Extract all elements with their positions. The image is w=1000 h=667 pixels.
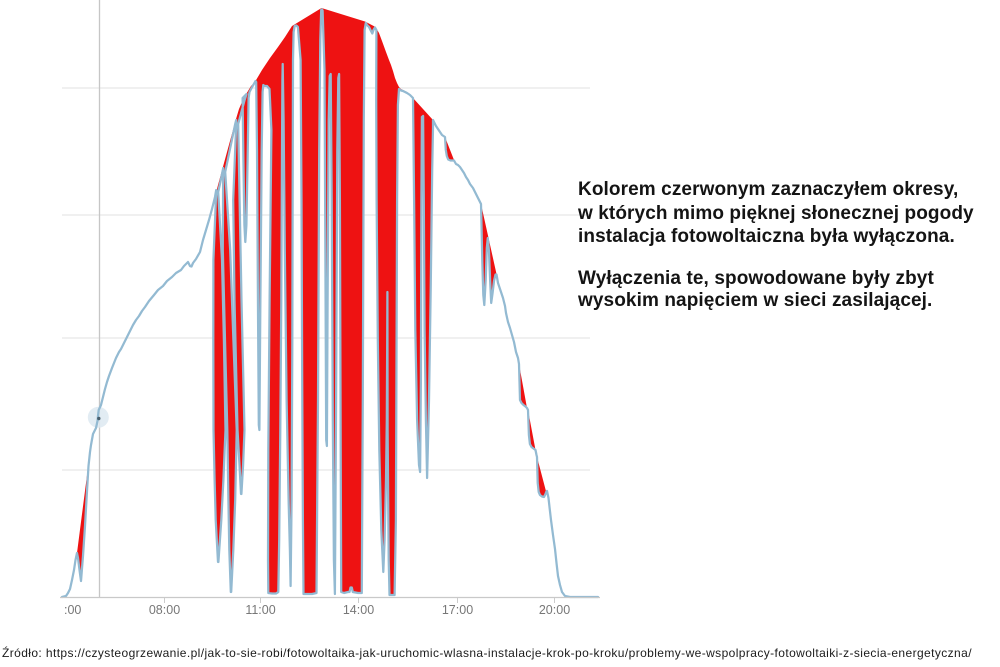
svg-text::00: :00 (64, 603, 81, 617)
svg-text:11:00: 11:00 (245, 603, 275, 617)
svg-text:14:00: 14:00 (343, 603, 374, 617)
svg-text:20:00: 20:00 (539, 603, 570, 617)
svg-text:17:00: 17:00 (442, 603, 473, 617)
svg-text:08:00: 08:00 (149, 603, 180, 617)
